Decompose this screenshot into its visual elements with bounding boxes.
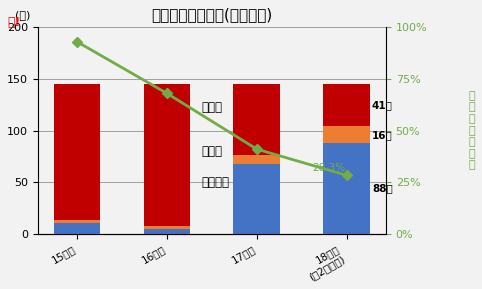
Text: 41棟: 41棟: [372, 100, 393, 110]
Text: 16棟: 16棟: [372, 130, 393, 140]
Bar: [54, 84, 100, 221]
Title: 免震ゴム交換実績(東洋ゴム): 免震ゴム交換実績(東洋ゴム): [151, 7, 272, 22]
Text: (棟): (棟): [15, 10, 31, 20]
Bar: [144, 225, 190, 229]
Bar: [233, 84, 280, 155]
Text: 88棟: 88棟: [372, 184, 393, 193]
Bar: [54, 221, 100, 223]
Bar: [323, 126, 370, 143]
Text: 交換完了: 交換完了: [201, 176, 229, 189]
Bar: [323, 143, 370, 234]
Text: 28.3%: 28.3%: [313, 163, 346, 173]
Bar: [144, 84, 190, 225]
Text: 未着工: 未着工: [201, 101, 222, 114]
Bar: [323, 84, 370, 126]
Text: 交換中: 交換中: [201, 145, 222, 158]
Text: マ!: マ!: [7, 16, 20, 29]
Bar: [233, 155, 280, 164]
Bar: [144, 229, 190, 234]
Bar: [54, 223, 100, 234]
Y-axis label: 未
着
工
率
（
％
）: 未 着 工 率 （ ％ ）: [469, 91, 475, 170]
Bar: [233, 164, 280, 234]
